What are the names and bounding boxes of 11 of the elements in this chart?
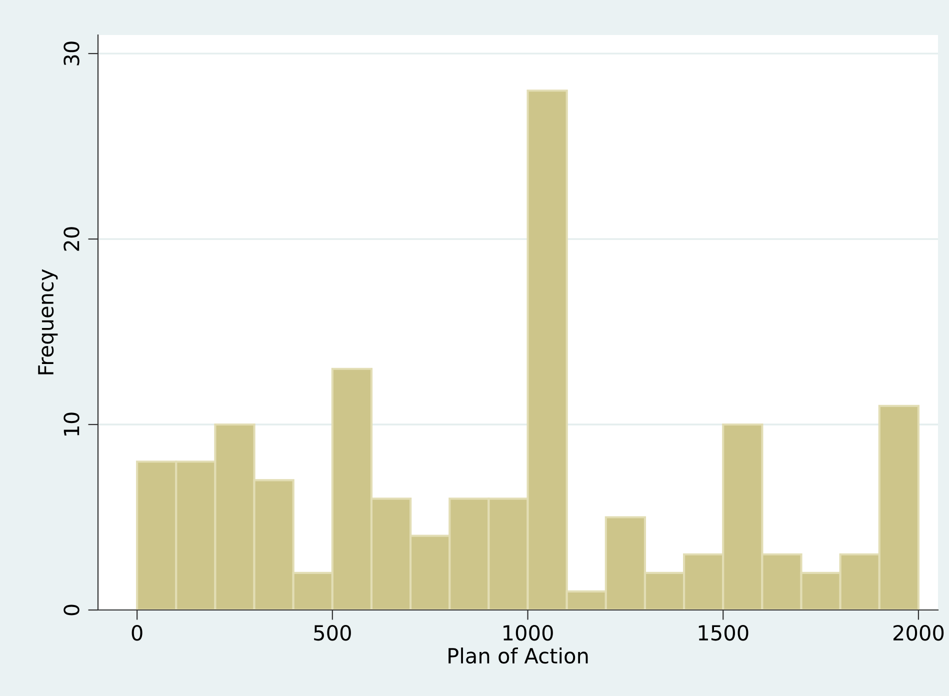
x-axis-title: Plan of Action xyxy=(448,648,588,664)
y-tick-label: 10 xyxy=(64,412,80,436)
y-tick-label: 30 xyxy=(64,42,80,66)
x-tick-label: 500 xyxy=(314,624,351,641)
y-tick-label: 0 xyxy=(64,604,80,616)
x-tick-label: 0 xyxy=(132,624,142,641)
y-tick-label: 20 xyxy=(64,227,80,251)
x-tick-label: 2000 xyxy=(893,624,944,641)
y-axis-title: Frequency xyxy=(38,269,58,374)
x-tick-label: 1500 xyxy=(698,624,748,641)
x-tick-label: 1000 xyxy=(504,624,553,641)
